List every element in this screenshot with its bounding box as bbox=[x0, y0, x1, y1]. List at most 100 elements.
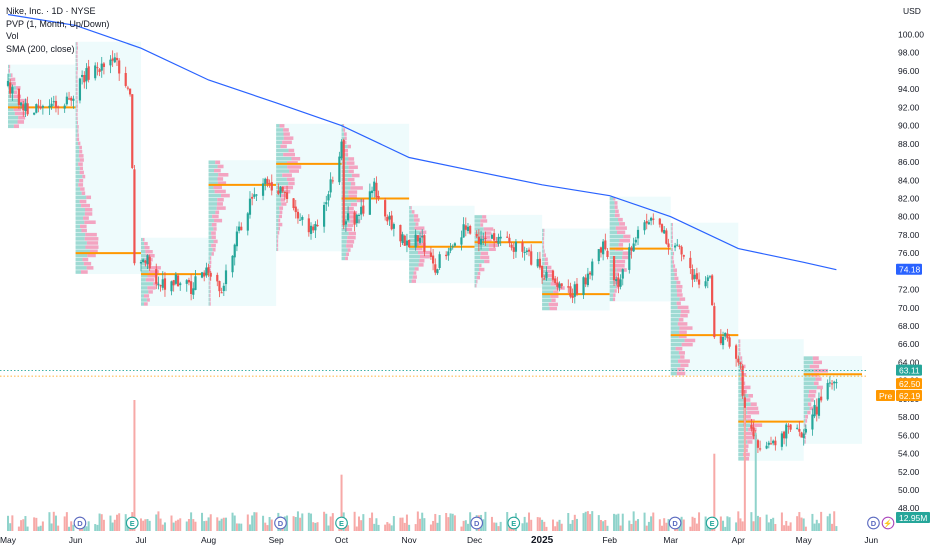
volume-bar bbox=[201, 512, 204, 531]
profile-bar bbox=[414, 226, 425, 230]
volume-bar bbox=[41, 521, 44, 531]
candle-body bbox=[170, 281, 173, 292]
volume-bar bbox=[357, 516, 360, 531]
profile-bar bbox=[277, 247, 279, 252]
profile-bar bbox=[348, 190, 358, 194]
profile-bar bbox=[739, 343, 741, 348]
x-tick-label: Feb bbox=[602, 535, 617, 545]
profile-bar bbox=[144, 241, 148, 246]
volume-bar bbox=[558, 519, 561, 531]
volume-bar bbox=[26, 526, 29, 531]
profile-bar bbox=[615, 209, 619, 214]
candle-body bbox=[246, 213, 249, 231]
profile-bar bbox=[276, 148, 289, 153]
profile-bar bbox=[75, 46, 77, 50]
volume-bar bbox=[831, 523, 834, 531]
candle-body bbox=[19, 102, 23, 106]
x-axis: May Jun Jul Aug Sep Oct Nov Dec 2025 Feb Mar Apr May… bbox=[0, 535, 878, 546]
event-marker-earnings bbox=[335, 516, 348, 530]
profile-bar bbox=[8, 64, 10, 69]
profile-bar bbox=[79, 170, 84, 175]
volume-bar bbox=[218, 520, 221, 531]
candle-body bbox=[510, 244, 513, 248]
profile-bar bbox=[474, 279, 477, 284]
legend-vol[interactable]: Vol bbox=[6, 31, 19, 41]
profile-bar bbox=[209, 297, 211, 302]
volume-bar bbox=[68, 526, 71, 531]
profile-bar bbox=[419, 254, 430, 259]
volume-bar bbox=[207, 517, 210, 531]
profile-bar bbox=[76, 87, 78, 92]
volume-bar bbox=[582, 513, 585, 531]
candle-body bbox=[299, 219, 302, 221]
profile-bar bbox=[341, 227, 346, 232]
profile-bar bbox=[474, 284, 476, 288]
profile-bar bbox=[145, 250, 153, 254]
profile-bar bbox=[13, 94, 22, 99]
candle-body bbox=[460, 237, 463, 245]
volume-bar bbox=[177, 519, 180, 531]
profile-bar bbox=[622, 251, 632, 256]
profile-bar bbox=[670, 289, 677, 293]
legend-symbol[interactable]: Nike, Inc. · 1D · NYSE bbox=[6, 6, 96, 16]
volume-badge bbox=[896, 512, 930, 523]
candle-body bbox=[203, 272, 206, 277]
profile-bar bbox=[209, 293, 211, 298]
profile-bar bbox=[208, 227, 214, 231]
candle-body bbox=[224, 270, 228, 285]
profile-bar bbox=[76, 83, 78, 88]
volume-bar bbox=[270, 519, 273, 531]
x-tick-label: Aug bbox=[201, 535, 216, 545]
profile-bar bbox=[84, 212, 93, 216]
profile-bar bbox=[208, 193, 221, 198]
profile-bar bbox=[76, 137, 80, 142]
event-label-dividend: D bbox=[278, 519, 284, 528]
profile-bar bbox=[282, 185, 294, 190]
volume-bar bbox=[617, 513, 620, 531]
candle-body bbox=[558, 283, 561, 289]
volume-bar bbox=[538, 517, 541, 531]
candle-body bbox=[159, 285, 162, 287]
volume-bar bbox=[405, 514, 408, 531]
profile-bar bbox=[84, 208, 93, 212]
profile-bar bbox=[747, 410, 760, 415]
candle-body bbox=[772, 440, 775, 444]
profile-bar bbox=[483, 227, 494, 231]
candle-body bbox=[207, 267, 210, 273]
legend-pvp[interactable]: PVP (1, Month, Up/Down) bbox=[6, 18, 110, 29]
profile-bar bbox=[744, 435, 756, 440]
profile-bar bbox=[276, 202, 282, 206]
profile-bar bbox=[744, 444, 749, 448]
profile-bar bbox=[343, 128, 346, 132]
profile-bar bbox=[807, 402, 812, 406]
volume-bar bbox=[423, 518, 426, 531]
volume-bar bbox=[109, 515, 112, 531]
x-tick-label: Oct bbox=[335, 535, 349, 545]
candle-body bbox=[176, 275, 180, 287]
volume-bar bbox=[17, 526, 20, 531]
candle-body bbox=[719, 336, 722, 344]
profile-bar bbox=[415, 222, 419, 226]
candle-body bbox=[268, 182, 271, 184]
profile-bar bbox=[86, 241, 99, 245]
profile-bar bbox=[276, 124, 280, 128]
profile-bar bbox=[86, 266, 94, 270]
profile-bar bbox=[211, 235, 216, 240]
candle-body bbox=[157, 283, 160, 285]
candle-body bbox=[804, 428, 807, 433]
profile-bar bbox=[480, 223, 484, 227]
profile-bar bbox=[81, 228, 87, 233]
profile-bar bbox=[284, 189, 291, 194]
candle-body bbox=[200, 272, 204, 278]
profile-bar bbox=[341, 186, 351, 190]
profile-bar bbox=[676, 284, 683, 289]
profile-bar bbox=[474, 219, 481, 223]
volume-bar bbox=[20, 520, 23, 531]
profile-bar bbox=[738, 347, 740, 352]
volume-bar bbox=[266, 525, 269, 531]
legend-sma[interactable]: SMA (200, close) bbox=[6, 43, 75, 54]
sma-line bbox=[7, 13, 837, 271]
candle-body bbox=[94, 65, 97, 79]
candle-body bbox=[660, 224, 664, 232]
